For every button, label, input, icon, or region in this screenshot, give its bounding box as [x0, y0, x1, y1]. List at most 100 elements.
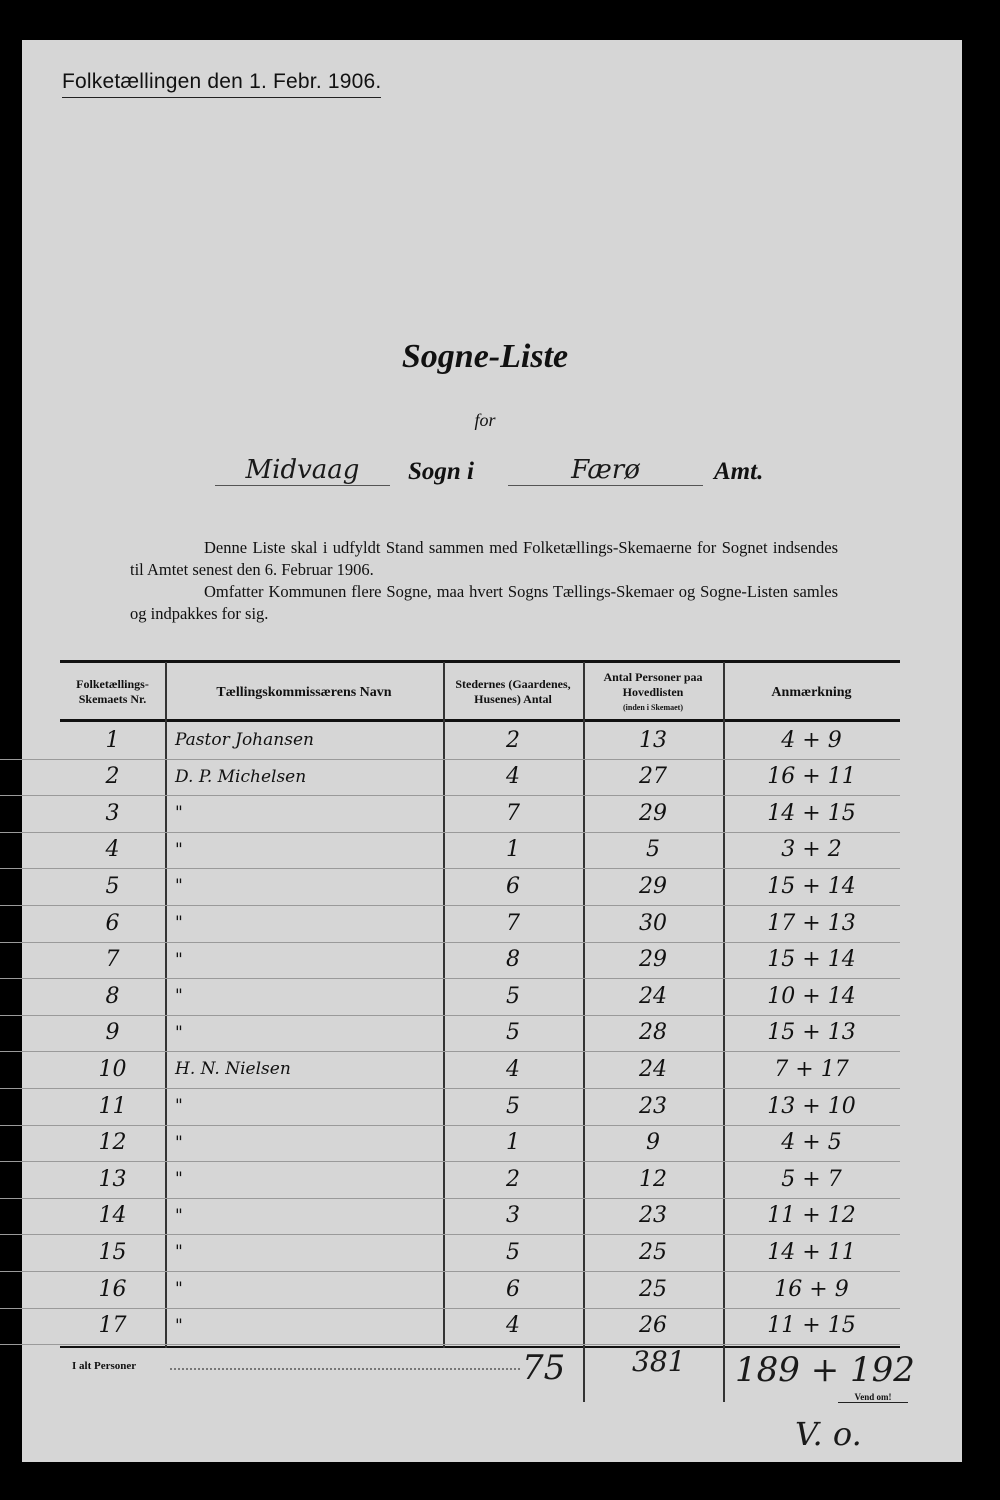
row-personer: 29 — [639, 800, 667, 826]
col-header-personer: Antal Personer paa Hovedlisten (inden i … — [583, 664, 723, 720]
row-nr: 1 — [105, 727, 120, 753]
row-commissioner: " — [175, 1279, 183, 1299]
row-nr: 5 — [105, 873, 120, 899]
row-commissioner: " — [175, 1096, 183, 1116]
row-nr: 14 — [98, 1203, 127, 1229]
row-anmaerkning: 14 + 11 — [767, 1239, 856, 1265]
col-divider — [165, 662, 167, 1348]
row-commissioner: H. N. Nielsen — [175, 1059, 291, 1080]
row-nr: 10 — [98, 1056, 127, 1082]
row-commissioner: " — [175, 913, 183, 933]
table-row: 12 " 1 9 4 + 5 — [0, 1125, 900, 1163]
row-stederne: 5 — [506, 983, 520, 1009]
row-anmaerkning: 5 + 7 — [781, 1166, 842, 1192]
row-commissioner: " — [175, 1169, 183, 1190]
col-header-personer-label: Antal Personer paa Hovedlisten — [603, 669, 703, 699]
table-row: 11 " 5 23 13 + 10 — [0, 1088, 900, 1126]
row-anmaerkning: 4 + 9 — [781, 727, 842, 753]
row-stederne: 5 — [506, 1020, 520, 1046]
row-personer: 12 — [639, 1166, 667, 1192]
parish-name-handwritten: Midvaag — [215, 455, 390, 486]
vend-om-label: Vend om! — [838, 1392, 908, 1403]
col-divider — [723, 662, 725, 1402]
col-header-personer-note: (inden i Skemaet) — [623, 702, 683, 712]
row-stederne: 7 — [506, 910, 520, 936]
row-commissioner: " — [175, 1205, 183, 1226]
row-stederne: 4 — [506, 764, 520, 790]
row-anmaerkning: 14 + 15 — [767, 800, 856, 826]
row-commissioner: " — [175, 839, 183, 860]
dotted-leader — [170, 1358, 520, 1370]
table-row: 3 " 7 29 14 + 15 — [0, 795, 900, 833]
col-header-navn: Tællingskommissærens Navn — [216, 684, 392, 700]
row-anmaerkning: 10 + 14 — [767, 983, 856, 1009]
row-commissioner: " — [175, 1022, 183, 1043]
row-stederne: 4 — [506, 1056, 520, 1082]
row-anmaerkning: 15 + 14 — [767, 947, 856, 973]
table-row: 1 Pastor Johansen 2 13 4 + 9 — [0, 722, 900, 760]
total-personer: 381 — [632, 1345, 686, 1378]
row-nr: 17 — [98, 1313, 127, 1339]
row-stederne: 1 — [506, 837, 520, 863]
row-nr: 15 — [98, 1239, 127, 1265]
row-anmaerkning: 15 + 13 — [767, 1020, 856, 1046]
row-anmaerkning: 3 + 2 — [781, 837, 842, 863]
row-commissioner: " — [175, 1242, 183, 1263]
row-personer: 23 — [639, 1093, 667, 1119]
table-row: 16 " 6 25 16 + 9 — [0, 1271, 900, 1309]
row-stederne: 7 — [506, 800, 520, 826]
row-personer: 30 — [639, 910, 667, 936]
row-stederne: 8 — [506, 947, 520, 973]
table-bottom-rule — [60, 1346, 900, 1348]
row-nr: 8 — [105, 983, 120, 1009]
row-nr: 4 — [105, 837, 120, 863]
row-commissioner: Pastor Johansen — [175, 730, 314, 750]
row-commissioner: D. P. Michelsen — [175, 766, 307, 787]
col-header-nr: Folketællings-Skemaets Nr. — [76, 677, 149, 706]
row-anmaerkning: 7 + 17 — [774, 1056, 849, 1082]
row-anmaerkning: 16 + 9 — [774, 1276, 849, 1302]
row-personer: 25 — [639, 1276, 667, 1302]
col-divider — [443, 662, 445, 1348]
form-title: Sogne-Liste — [401, 338, 569, 375]
table-row: 6 " 7 30 17 + 13 — [0, 905, 900, 943]
row-nr: 13 — [98, 1166, 127, 1192]
row-anmaerkning: 17 + 13 — [767, 910, 856, 936]
row-anmaerkning: 11 + 15 — [767, 1313, 856, 1339]
row-nr: 9 — [105, 1020, 120, 1046]
row-stederne: 5 — [506, 1239, 520, 1265]
row-stederne: 1 — [506, 1130, 520, 1156]
table-row: 2 D. P. Michelsen 4 27 16 + 11 — [0, 759, 900, 797]
row-personer: 26 — [639, 1313, 667, 1339]
instruction-2: Omfatter Kommunen flere Sogne, maa hvert… — [130, 582, 838, 623]
census-title: Folketællingen den 1. Febr. 1906. — [62, 70, 382, 98]
row-anmaerkning: 11 + 12 — [767, 1203, 856, 1229]
table-row: 5 " 6 29 15 + 14 — [0, 868, 900, 906]
col-divider — [583, 662, 585, 1402]
table-row: 8 " 5 24 10 + 14 — [0, 978, 900, 1016]
for-label: for — [474, 410, 496, 430]
row-nr: 16 — [98, 1276, 127, 1302]
row-commissioner: " — [175, 986, 183, 1007]
row-nr: 3 — [105, 800, 120, 826]
row-commissioner: " — [175, 803, 183, 824]
row-anmaerkning: 4 + 5 — [781, 1130, 842, 1156]
total-label: I alt Personer — [72, 1360, 137, 1372]
row-commissioner: " — [175, 1132, 183, 1153]
row-commissioner: " — [175, 876, 183, 897]
row-personer: 24 — [639, 1056, 667, 1082]
row-stederne: 6 — [506, 1276, 520, 1302]
row-commissioner: " — [175, 949, 183, 970]
instructions: Denne Liste skal i udfyldt Stand sammen … — [130, 537, 838, 625]
document-page — [22, 40, 962, 1462]
row-personer: 24 — [639, 983, 667, 1009]
row-anmaerkning: 13 + 10 — [767, 1093, 856, 1119]
row-personer: 29 — [639, 947, 667, 973]
table-row: 14 " 3 23 11 + 12 — [0, 1198, 900, 1236]
amt-label: Amt. — [714, 458, 764, 485]
row-nr: 2 — [105, 764, 120, 790]
table-top-rule — [60, 660, 900, 663]
row-nr: 12 — [98, 1130, 127, 1156]
row-stederne: 2 — [506, 727, 520, 753]
instruction-1: Denne Liste skal i udfyldt Stand sammen … — [130, 538, 838, 579]
